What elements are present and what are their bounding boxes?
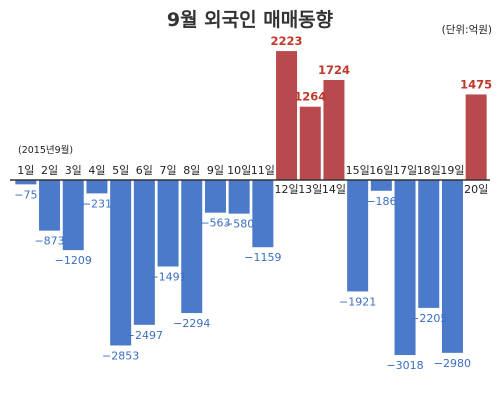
period-note: (2015년9월) bbox=[18, 144, 73, 156]
category-label: 2일 bbox=[41, 163, 58, 177]
value-label: −186 bbox=[366, 195, 396, 208]
value-label: 1475 bbox=[460, 77, 492, 91]
bar bbox=[299, 106, 321, 180]
unit-note: (단위:억원) bbox=[442, 23, 492, 36]
value-label: −2497 bbox=[126, 329, 163, 342]
bar bbox=[62, 180, 84, 251]
category-label: 15일 bbox=[346, 163, 370, 177]
category-label: 9일 bbox=[207, 163, 224, 177]
value-label: −1921 bbox=[339, 295, 376, 308]
value-label: −2205 bbox=[410, 312, 447, 325]
value-label: −3018 bbox=[386, 359, 423, 372]
value-label: −2853 bbox=[102, 349, 139, 362]
value-label: −1159 bbox=[244, 251, 281, 264]
category-label: 18일 bbox=[417, 163, 441, 177]
bar bbox=[347, 180, 369, 292]
category-label: 10일 bbox=[227, 163, 251, 177]
category-label: 1일 bbox=[17, 163, 34, 177]
bar bbox=[39, 180, 61, 231]
value-label: −563 bbox=[200, 217, 230, 230]
category-label: 14일 bbox=[322, 182, 346, 196]
category-label: 20일 bbox=[464, 182, 488, 196]
category-label: 3일 bbox=[65, 163, 82, 177]
bar bbox=[465, 94, 487, 180]
category-label: 11일 bbox=[251, 163, 275, 177]
bar bbox=[204, 180, 226, 213]
category-label: 5일 bbox=[112, 163, 129, 177]
value-label: −2294 bbox=[173, 317, 210, 330]
bar bbox=[276, 51, 298, 180]
category-label: 8일 bbox=[183, 163, 200, 177]
bar bbox=[181, 180, 203, 314]
value-label: 2223 bbox=[271, 34, 303, 48]
value-label: −231 bbox=[82, 197, 112, 210]
category-label: 12일 bbox=[274, 182, 298, 196]
bar bbox=[110, 180, 132, 346]
bar bbox=[394, 180, 416, 356]
value-label: −1209 bbox=[55, 254, 92, 267]
bar bbox=[252, 180, 274, 248]
value-label: −2980 bbox=[434, 357, 471, 370]
category-label: 17일 bbox=[393, 163, 417, 177]
value-label: 1264 bbox=[294, 90, 326, 104]
bars-layer bbox=[15, 51, 487, 356]
category-label: 7일 bbox=[159, 163, 176, 177]
value-label: −873 bbox=[34, 235, 64, 248]
chart-title: 9월 외국인 매매동향 bbox=[167, 9, 334, 31]
category-label: 19일 bbox=[440, 163, 464, 177]
bar bbox=[370, 180, 392, 191]
bar bbox=[418, 180, 440, 308]
bar bbox=[86, 180, 108, 194]
bar bbox=[323, 80, 345, 180]
category-label: 13일 bbox=[298, 182, 322, 196]
bar bbox=[15, 180, 37, 185]
value-label: −1491 bbox=[149, 270, 186, 283]
value-label: −580 bbox=[224, 218, 254, 231]
value-label: 1724 bbox=[318, 63, 350, 77]
value-label: −75 bbox=[14, 188, 37, 201]
bar bbox=[228, 180, 250, 214]
category-label: 16일 bbox=[369, 163, 393, 177]
bar bbox=[133, 180, 155, 325]
bar bbox=[441, 180, 463, 353]
value-labels-layer: −75 −873 −1209 −231 −2853 −2497 −1491 −2294 −563… bbox=[14, 34, 492, 372]
bar bbox=[157, 180, 179, 267]
category-label: 6일 bbox=[136, 163, 153, 177]
category-label: 4일 bbox=[88, 163, 105, 177]
